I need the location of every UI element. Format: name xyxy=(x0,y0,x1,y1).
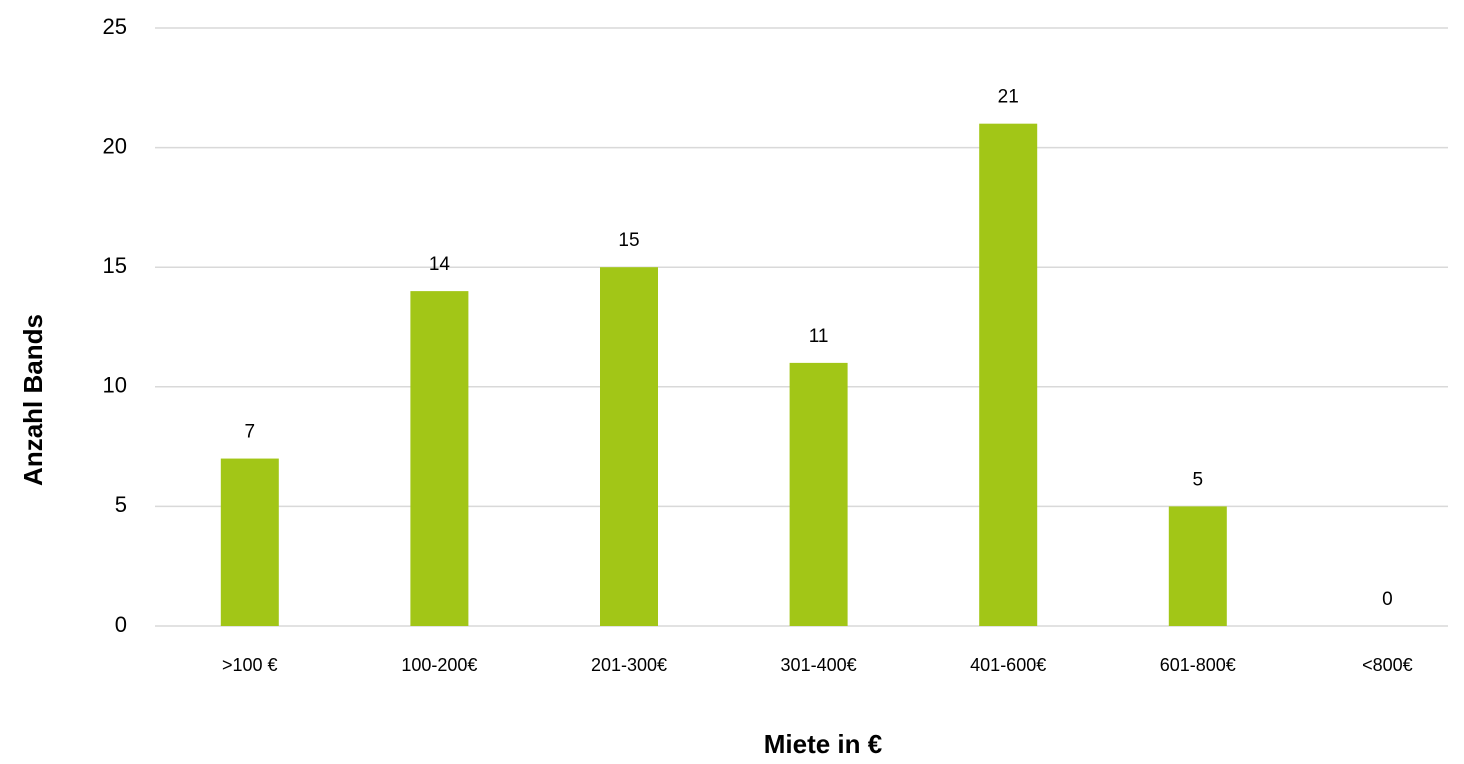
y-tick-label: 25 xyxy=(103,14,127,39)
y-tick-label: 0 xyxy=(115,612,127,637)
data-label: 15 xyxy=(618,230,639,251)
x-tick-label: <800€ xyxy=(1362,655,1413,675)
y-tick-label: 5 xyxy=(115,492,127,517)
bar xyxy=(600,267,658,626)
x-tick-label: 301-400€ xyxy=(781,655,857,675)
y-tick-label: 20 xyxy=(103,133,127,158)
x-tick-label: 100-200€ xyxy=(401,655,477,675)
x-tick-label: 601-800€ xyxy=(1160,655,1236,675)
bar xyxy=(1168,506,1227,626)
x-tick-label: 401-600€ xyxy=(970,655,1046,675)
x-tick-label: 201-300€ xyxy=(591,655,667,675)
x-axis-label: Miete in € xyxy=(764,729,882,759)
data-label: 0 xyxy=(1382,589,1393,610)
x-tick-label: >100 € xyxy=(222,655,278,675)
data-label: 5 xyxy=(1193,469,1204,490)
bar xyxy=(789,362,848,626)
data-label: 14 xyxy=(429,254,451,275)
y-tick-label: 10 xyxy=(103,373,127,398)
y-axis-label: Anzahl Bands xyxy=(18,314,48,486)
data-label: 11 xyxy=(809,326,829,347)
bar xyxy=(220,458,279,626)
data-label: 7 xyxy=(245,422,256,443)
bar xyxy=(410,291,469,626)
bar xyxy=(979,123,1038,627)
y-tick-label: 15 xyxy=(103,253,127,278)
data-label: 21 xyxy=(998,87,1019,108)
